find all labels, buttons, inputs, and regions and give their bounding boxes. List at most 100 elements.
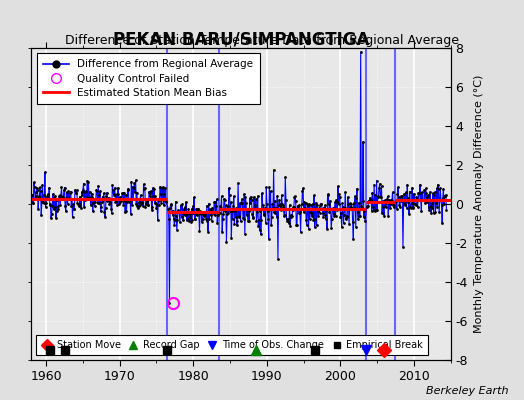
Point <box>120 190 128 196</box>
Point <box>235 214 244 220</box>
Point <box>373 177 381 184</box>
Point <box>201 212 209 218</box>
Point <box>77 205 85 211</box>
Point <box>157 190 165 197</box>
Point <box>90 196 98 202</box>
Point <box>59 196 68 202</box>
Point <box>431 189 439 195</box>
Point <box>291 198 300 204</box>
Point <box>54 206 62 212</box>
Point <box>249 213 258 220</box>
Point <box>191 216 200 223</box>
Point <box>146 193 154 200</box>
Point <box>343 214 352 220</box>
Point <box>188 217 196 223</box>
Point <box>41 169 49 175</box>
Point <box>394 184 402 190</box>
Point <box>150 200 159 206</box>
Point <box>212 196 221 202</box>
Point <box>356 49 365 55</box>
Point <box>373 206 381 213</box>
Point <box>78 192 86 198</box>
Point <box>178 214 186 220</box>
Point <box>389 204 398 210</box>
Point <box>88 190 96 197</box>
Point <box>88 194 96 200</box>
Point <box>283 218 292 224</box>
Point <box>48 210 56 217</box>
Point <box>203 202 211 209</box>
Point <box>293 203 302 210</box>
Point <box>370 208 379 214</box>
Point <box>184 206 193 212</box>
Point <box>298 187 307 194</box>
Point <box>288 206 297 213</box>
Point <box>92 186 101 193</box>
Point <box>67 203 75 210</box>
Point <box>86 202 95 208</box>
Point <box>153 202 161 208</box>
Point <box>236 218 245 224</box>
Point <box>410 190 418 197</box>
Point <box>261 205 269 212</box>
Point <box>117 198 125 204</box>
Point <box>222 202 230 208</box>
Point <box>101 214 109 220</box>
Point <box>390 202 399 208</box>
Point <box>349 236 357 242</box>
Point <box>77 195 85 201</box>
Point <box>265 184 274 190</box>
Point <box>53 208 61 214</box>
Point <box>434 182 442 188</box>
Point <box>219 216 227 222</box>
Point <box>439 195 447 201</box>
Point <box>141 203 150 210</box>
Text: Difference of Station Temperature Data from Regional Average: Difference of Station Temperature Data f… <box>65 34 459 47</box>
Point <box>322 216 330 222</box>
Point <box>324 191 332 197</box>
Point <box>146 190 155 196</box>
Point <box>282 196 290 203</box>
Point <box>133 202 141 209</box>
Point <box>72 190 80 196</box>
Point <box>355 200 363 206</box>
Text: Berkeley Earth: Berkeley Earth <box>426 386 508 396</box>
Point <box>337 224 346 230</box>
Point <box>301 205 309 211</box>
Point <box>435 209 443 215</box>
Point <box>187 218 195 225</box>
Point <box>209 208 217 215</box>
Point <box>369 207 378 214</box>
Point <box>266 206 274 212</box>
Point <box>31 193 40 200</box>
Point <box>257 217 266 223</box>
Point <box>172 227 181 233</box>
Point <box>434 186 443 193</box>
Point <box>303 201 312 207</box>
Point <box>402 189 410 196</box>
Point <box>137 200 145 206</box>
Point <box>45 184 53 191</box>
Point <box>313 202 321 208</box>
Point <box>189 203 197 210</box>
Point <box>300 209 308 215</box>
Point <box>162 199 170 205</box>
Point <box>194 206 202 212</box>
Point <box>357 203 365 209</box>
Point <box>96 208 105 214</box>
Point <box>401 201 409 207</box>
Point <box>248 215 257 222</box>
Point <box>126 196 134 203</box>
Point <box>221 208 230 214</box>
Point <box>201 209 210 215</box>
Legend: Station Move, Record Gap, Time of Obs. Change, Empirical Break: Station Move, Record Gap, Time of Obs. C… <box>36 336 428 355</box>
Point <box>66 195 74 201</box>
Point <box>438 220 446 226</box>
Point <box>79 187 87 194</box>
Point <box>403 182 411 188</box>
Point <box>364 203 372 210</box>
Point <box>351 205 359 212</box>
Point <box>367 196 375 203</box>
Point <box>348 219 357 225</box>
Point <box>355 213 364 219</box>
